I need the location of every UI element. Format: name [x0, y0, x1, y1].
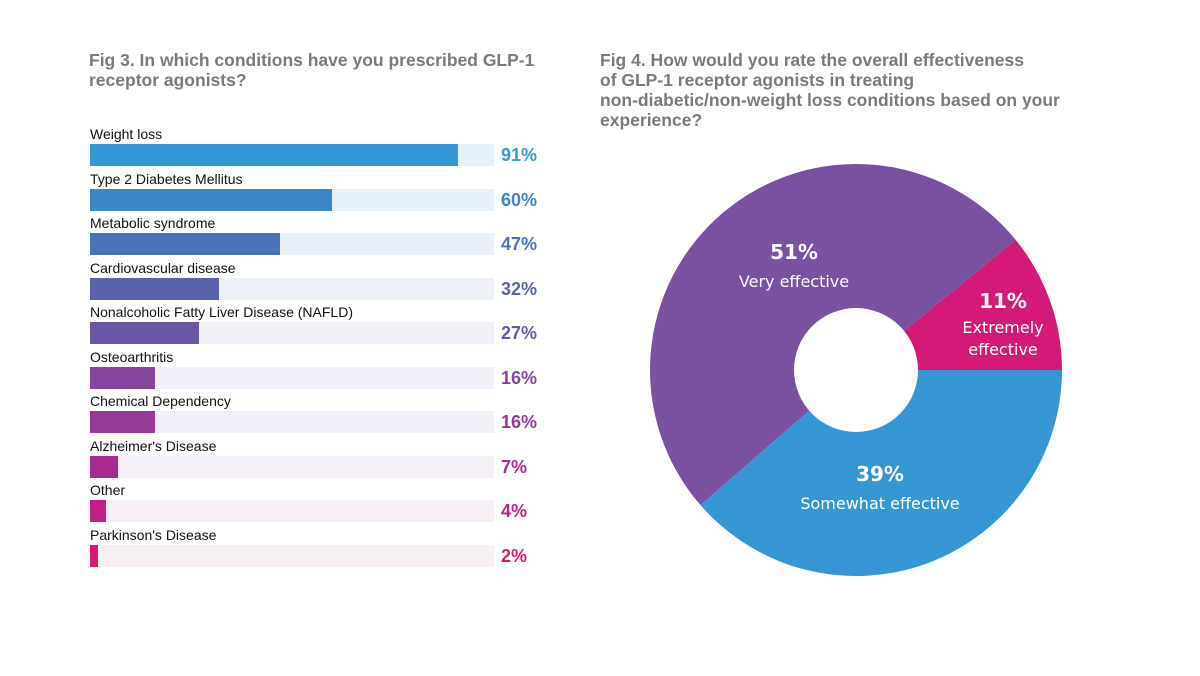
- fig4-title-line: experience?: [600, 110, 703, 130]
- bar-value-label: 7%: [501, 456, 528, 477]
- bar-category-label: Weight loss: [90, 126, 163, 142]
- bar-category-label: Cardiovascular disease: [90, 259, 236, 276]
- donut-slice: [700, 370, 1062, 576]
- bar-row: Weight loss 91%: [90, 124, 560, 169]
- bar-category-label: Osteoarthritis: [90, 348, 174, 365]
- bar-row: Nonalcoholic Fatty Liver Disease (NAFLD)…: [90, 302, 560, 347]
- bar-value-label: 60%: [501, 189, 538, 210]
- bar-track: [90, 277, 494, 300]
- bar-track: [90, 188, 494, 211]
- bar: [90, 411, 155, 433]
- bar: [90, 366, 155, 389]
- bar-category-label: Type 2 Diabetes Mellitus: [90, 170, 243, 187]
- bar-row: Other 4%: [90, 480, 560, 525]
- slice-name-label: Very effective: [739, 272, 849, 291]
- bar-track: [90, 366, 494, 389]
- bar: [90, 544, 99, 567]
- slice-name-label: Extremely: [962, 318, 1043, 337]
- slice-value-label: 51%: [770, 240, 818, 264]
- slice-name-label: effective: [968, 340, 1038, 359]
- bar-category-label: Chemical Dependency: [90, 393, 231, 409]
- bar-value-label: 27%: [501, 323, 538, 343]
- slice-value-label: 39%: [856, 462, 904, 486]
- fig4-title: Fig 4. How would you rate the overall ef…: [600, 50, 1120, 130]
- bar-row: Metabolic syndrome 47%: [90, 213, 560, 258]
- bar-row: Cardiovascular disease 32%: [90, 258, 560, 303]
- bar-value-label: 16%: [501, 367, 538, 388]
- fig3-title-line: receptor agonists?: [89, 70, 247, 90]
- bar-category-label: Parkinson's Disease: [90, 526, 217, 543]
- bar-track: [90, 322, 494, 344]
- slice-name-label: Somewhat effective: [800, 494, 959, 513]
- fig3-title-line: Fig 3. In which conditions have you pres…: [89, 50, 535, 70]
- bar-row: Alzheimer's Disease 7%: [90, 436, 560, 481]
- bar-category-label: Metabolic syndrome: [90, 215, 216, 231]
- fig4-title-line: of GLP-1 receptor agonists in treating: [600, 70, 915, 90]
- bar: [90, 188, 333, 211]
- bar-value-label: 16%: [501, 412, 538, 432]
- bar-value-label: 4%: [501, 501, 528, 521]
- bar: [90, 144, 458, 166]
- bar-row: Chemical Dependency 16%: [90, 391, 560, 436]
- bar-track: [90, 233, 494, 255]
- bar-category-label: Nonalcoholic Fatty Liver Disease (NAFLD): [90, 304, 353, 320]
- fig3-bar-chart: Weight loss 91% Type 2 Diabetes Mellitus 60…: [90, 124, 560, 569]
- fig4-title-line: non-diabetic/non-weight loss conditions …: [600, 90, 1060, 110]
- fig4-donut-chart: 11% Extremely effective 51% Very effective 39…: [650, 164, 1062, 576]
- bar-value-label: 91%: [501, 145, 538, 165]
- bar: [90, 233, 280, 255]
- fig3-title: Fig 3. In which conditions have you pres…: [89, 50, 569, 90]
- bar-row: Parkinson's Disease 2%: [90, 525, 560, 570]
- bar-track: [90, 500, 494, 522]
- bar-value-label: 47%: [501, 234, 538, 254]
- donut-hole: [794, 308, 918, 432]
- slice-value-label: 11%: [979, 289, 1027, 313]
- bar-track: [90, 144, 494, 166]
- bar-value-label: 32%: [501, 278, 538, 299]
- bar-track: [90, 411, 494, 433]
- bar-track: [90, 544, 494, 567]
- bar-category-label: Alzheimer's Disease: [90, 437, 217, 454]
- bar-category-label: Other: [90, 482, 126, 498]
- bar: [90, 455, 119, 478]
- bar-row: Osteoarthritis 16%: [90, 347, 560, 392]
- bar-value-label: 2%: [501, 545, 528, 566]
- bar: [90, 322, 200, 344]
- fig4-title-line: Fig 4. How would you rate the overall ef…: [600, 50, 1024, 70]
- bar: [90, 277, 220, 300]
- bar: [90, 500, 107, 522]
- bar-track: [90, 455, 494, 478]
- bar-row: Type 2 Diabetes Mellitus 60%: [90, 169, 560, 214]
